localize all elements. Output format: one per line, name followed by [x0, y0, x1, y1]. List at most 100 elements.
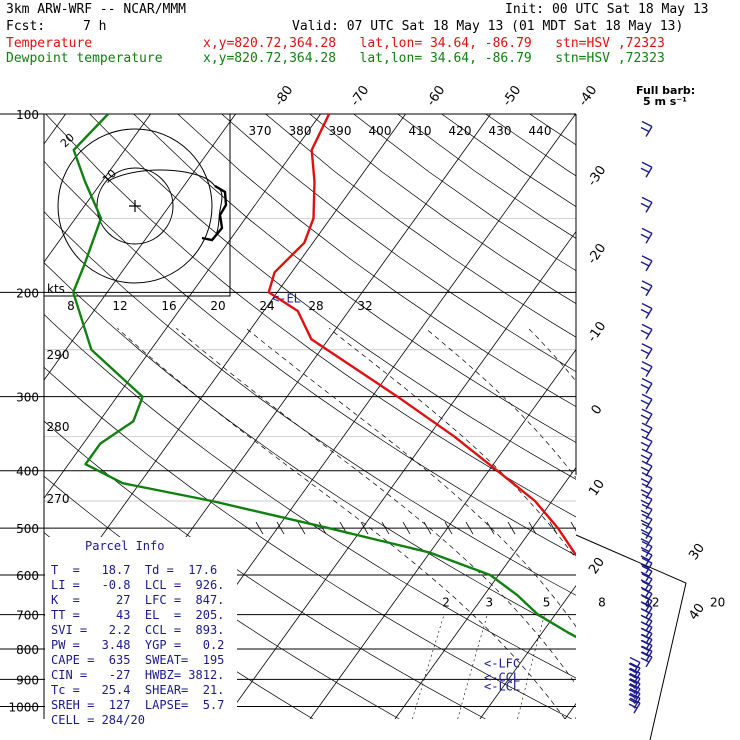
pressure-label: 1000 — [8, 700, 39, 714]
wind-barb-icon — [640, 196, 653, 213]
pressure-label: 700 — [16, 609, 39, 623]
mixing-ratio-line — [575, 715, 576, 719]
dewpoint-legend-label: Dewpoint temperature — [6, 51, 163, 66]
theta-label: 370 — [249, 124, 272, 138]
mixing-ratio-label: 20 — [710, 596, 725, 610]
dry-adiabat — [89, 114, 576, 480]
parcel-row-sreh-lapse: SREH = 127 LAPSE= 5.7 — [51, 698, 225, 712]
parcel-row-svi-ccl: SVI = 2.2 CCL = 893. — [51, 623, 225, 637]
temperature-legend-label: Temperature — [6, 36, 93, 51]
moist-adiabat — [425, 328, 576, 479]
wind-barb-icon — [640, 120, 653, 137]
wind-barb-icon — [640, 573, 653, 590]
parcel-info-title: Parcel Info — [85, 539, 165, 553]
hodograph-speed-tick: 20 — [210, 299, 225, 313]
mixing-ratio-label: 2 — [442, 596, 450, 610]
mixing-ratio-line — [412, 614, 445, 719]
isotherm-label: -40 — [576, 83, 600, 109]
wind-barb-icon — [640, 227, 653, 244]
mixing-ratio-line — [457, 614, 488, 719]
isotherm-label: 0 — [589, 402, 606, 417]
level-marker-ccl: <-CCL — [484, 670, 520, 684]
theta-label: 420 — [449, 124, 472, 138]
pressure-label: 100 — [16, 108, 39, 122]
pressure-label: 900 — [16, 673, 39, 687]
hodograph-box — [43, 113, 231, 297]
parcel-info-panel: Parcel Info T = 18.7 Td = 17.6 LI = -0.8… — [45, 537, 237, 729]
dewpoint-location: x,y=820.72,364.28 lat,lon= 34.64, -86.79… — [203, 51, 665, 66]
parcel-row-tt-el: TT = 43 EL = 205. — [51, 608, 225, 622]
isotherm-label: -60 — [424, 83, 448, 109]
isotherm-label: -70 — [348, 83, 372, 109]
hodograph-speed-tick: 24 — [259, 299, 274, 313]
dry-adiabat — [397, 114, 576, 239]
pressure-label: 200 — [16, 286, 39, 300]
isotherm-label: 30 — [686, 541, 708, 563]
hodograph-ring-label: 20 — [58, 131, 77, 150]
wind-tick — [592, 522, 599, 534]
moist-adiabat — [176, 328, 576, 686]
wind-barb-icon — [640, 393, 653, 410]
parcel-row-cin-hwbz: CIN = -27 HWBZ= 3812. — [51, 668, 225, 682]
wind-barb-icon — [640, 302, 653, 319]
wind-barb-icon — [640, 280, 653, 297]
wind-barb-icon — [640, 522, 653, 539]
wind-barb-icon — [640, 557, 653, 574]
isotherm-label: -10 — [585, 319, 609, 345]
parcel-row-t-td: T = 18.7 Td = 17.6 — [51, 563, 218, 577]
isotherm-line — [44, 114, 151, 263]
dry-adiabat — [706, 114, 740, 719]
wind-barb-icon — [640, 377, 653, 394]
isotherm-line — [394, 466, 576, 719]
temperature-location: x,y=820.72,364.28 lat,lon= 34.64, -86.79… — [203, 36, 665, 51]
isotherm-line — [479, 584, 576, 719]
dry-adiabat — [618, 114, 740, 719]
wind-barb-icon — [640, 323, 653, 340]
isotherm-line — [564, 703, 576, 719]
wind-barb-icon — [640, 645, 653, 662]
parcel-row-pw-ygp: PW = 3.48 YGP = 0.2 — [51, 638, 225, 652]
wind-legend-value: 5 m s⁻¹ — [643, 95, 687, 108]
isotherm-label: 10 — [586, 477, 608, 499]
wind-barb-icon — [640, 408, 653, 425]
wind-barb-icon — [640, 448, 653, 465]
isotherm-line — [224, 230, 576, 719]
mixing-ratio-label: 3 — [486, 596, 494, 610]
wind-tick — [634, 522, 641, 534]
hodograph-speed-tick: 12 — [112, 299, 127, 313]
theta-label: 400 — [369, 124, 392, 138]
valid-time: Valid: 07 UTC Sat 18 May 13 (01 MDT Sat … — [292, 19, 684, 34]
temperature-profile — [267, 114, 576, 557]
dry-adiabat — [44, 211, 576, 596]
isotherm-label: 20 — [586, 555, 608, 577]
theta-label-left: 290 — [47, 348, 70, 362]
moist-adiabat — [245, 328, 576, 628]
mixing-ratio-label: 8 — [598, 596, 606, 610]
dry-adiabat — [133, 114, 576, 443]
parcel-row-tc-shear: Tc = 25.4 SHEAR= 21. — [51, 683, 225, 697]
init-time: Init: 00 UTC Sat 18 May 13 — [505, 2, 709, 17]
plot-corner-edge — [575, 534, 687, 740]
wind-legend-title: Full barb: — [636, 84, 695, 97]
moist-adiabat — [528, 328, 576, 382]
wind-barb-icon — [640, 549, 653, 566]
hodograph-trace — [109, 169, 223, 241]
dry-adiabat — [265, 114, 576, 338]
wind-barb-icon — [640, 435, 653, 452]
isotherm-line — [44, 114, 236, 381]
dry-adiabat — [177, 114, 576, 408]
hodograph-speed-tick: 32 — [357, 299, 372, 313]
dry-adiabat — [44, 160, 576, 556]
isotherm-line — [44, 114, 321, 499]
forecast-hour: 7 h — [83, 19, 107, 34]
hodograph-ring — [96, 167, 174, 245]
dry-adiabat — [44, 366, 572, 719]
hodograph-ring-label: 10 — [100, 167, 119, 186]
dry-adiabat — [45, 114, 576, 518]
wind-tick — [613, 522, 620, 534]
mixing-ratio-line — [517, 614, 545, 719]
parcel-row-li-lcl: LI = -0.8 LCL = 926. — [51, 578, 225, 592]
wind-barb-icon — [640, 532, 653, 549]
forecast-label: Fcst: — [6, 19, 46, 34]
